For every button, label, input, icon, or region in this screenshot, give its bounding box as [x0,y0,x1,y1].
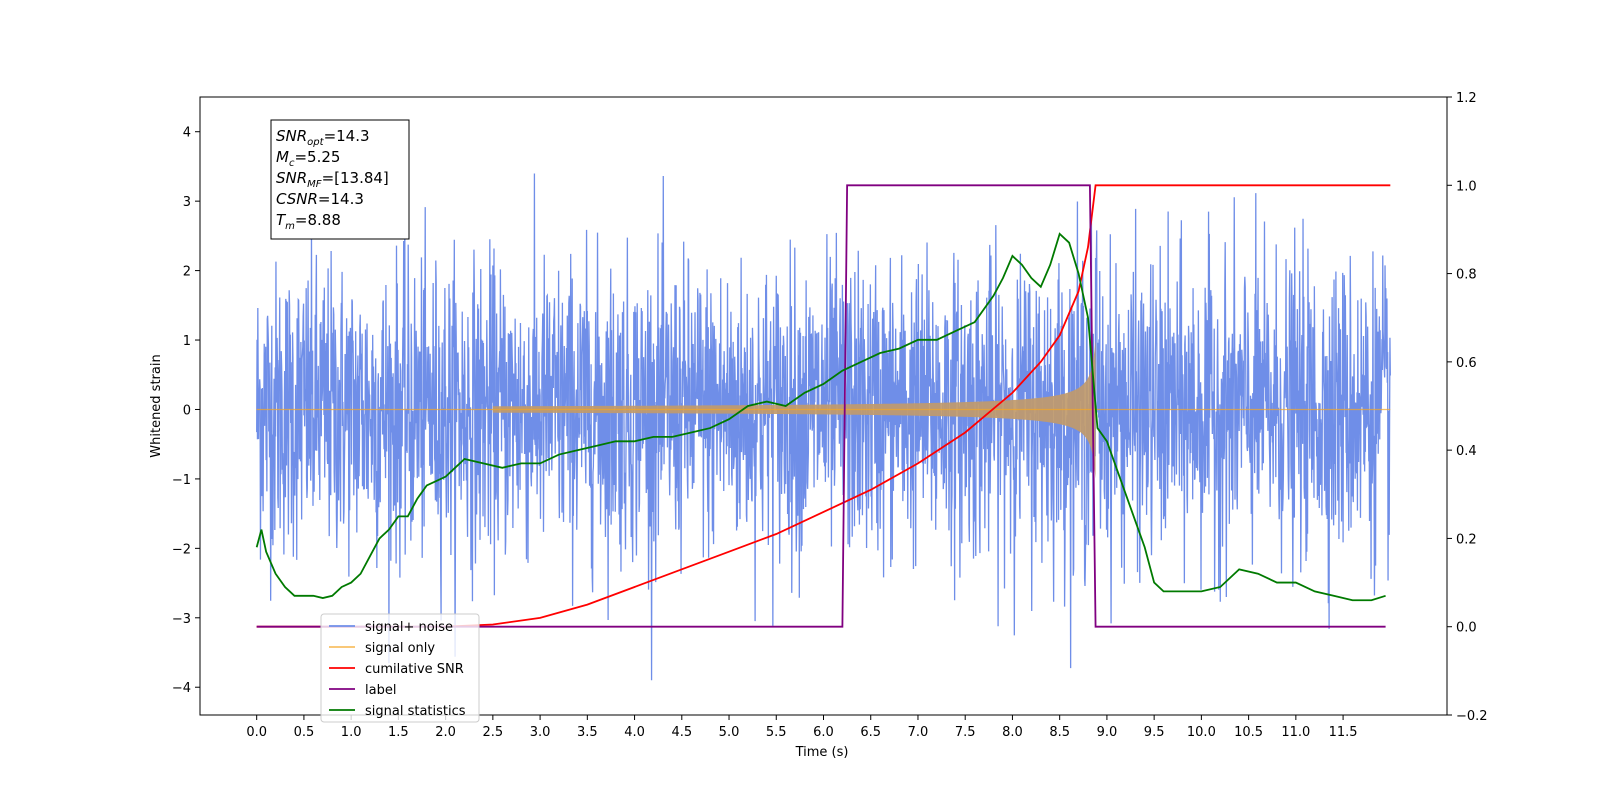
line-series-group [255,184,1391,628]
legend: signal+ noise signal only cumilative SNR la… [320,613,480,723]
signal-plus-noise-line [256,173,1391,681]
signal-only-series [256,340,1391,479]
x-tick-label: 3.5 [577,725,598,740]
y-tick-label: 1 [183,334,191,349]
y2-tick-label: 0.2 [1456,532,1477,547]
annotation-line: SNRMF=[13.84] [276,169,389,190]
y2-tick-label: −0.2 [1456,709,1488,724]
y2-tick-label: 1.2 [1456,91,1477,106]
y2-tick-label: 0.0 [1456,621,1477,636]
y-tick-label: 0 [183,403,191,418]
legend-label: signal+ noise [365,620,453,635]
annotation-line: CSNR=14.3 [276,190,364,208]
legend-label: signal statistics [365,704,466,719]
x-tick-label: 4.0 [624,725,645,740]
legend-label: cumilative SNR [365,662,464,677]
x-tick-label: 6.5 [860,725,881,740]
y2-tick-label: 0.6 [1456,356,1477,371]
y-tick-label: 2 [183,265,191,280]
y2-tick-label: 1.0 [1456,179,1477,194]
y-tick-label: 3 [183,195,191,210]
x-tick-label: 9.0 [1097,725,1118,740]
x-tick-label: 5.0 [719,725,740,740]
y-axis-label: Whitened strain [149,354,164,457]
annotation-line: Mc=5.25 [276,148,340,169]
x-tick-label: 3.0 [530,725,551,740]
signal-plus-noise-series [256,173,1391,681]
x-tick-label: 10.0 [1187,725,1216,740]
x-tick-label: 2.0 [435,725,456,740]
x-tick-label: 6.0 [813,725,834,740]
y-tick-label: −2 [172,542,191,557]
y-axis-right: −0.2 0.0 0.2 0.4 0.6 0.8 1.0 1.2 [1447,91,1488,724]
x-tick-label: 11.0 [1281,725,1310,740]
x-tick-label: 7.5 [955,725,976,740]
x-axis: 0.0 0.5 1.0 1.5 2.0 2.5 3.0 3.5 4.0 4.5 5.0 5.5 6.0 6… [246,715,1358,740]
cumulative-snr-line [256,184,1391,628]
annotation-line: SNRopt=14.3 [276,127,370,148]
x-tick-label: 7.0 [908,725,929,740]
legend-label: signal only [365,641,435,656]
y-tick-label: −3 [172,612,191,627]
y-tick-label: 4 [183,126,191,141]
x-tick-label: 1.5 [388,725,409,740]
signal-statistics-line [255,232,1386,602]
x-tick-label: 4.5 [671,725,692,740]
legend-frame [320,613,480,723]
x-tick-label: 5.5 [766,725,787,740]
x-tick-label: 8.0 [1002,725,1023,740]
y2-tick-label: 0.8 [1456,268,1477,283]
x-tick-label: 1.0 [341,725,362,740]
y-tick-label: −4 [172,681,191,696]
y-tick-label: −1 [172,473,191,488]
x-tick-label: 8.5 [1049,725,1070,740]
x-tick-label: 10.5 [1234,725,1263,740]
annotation-frame [270,119,410,240]
annotation-line: Tm=8.88 [276,211,341,232]
annotation-box: SNRopt=14.3Mc=5.25SNRMF=[13.84]CSNR=14.3… [270,119,410,240]
y-axis-left: −4 −3 −2 −1 0 1 2 3 4 [172,126,200,696]
x-tick-label: 0.0 [246,725,267,740]
y2-tick-label: 0.4 [1456,444,1477,459]
label-line [256,184,1386,628]
x-tick-label: 2.5 [483,725,504,740]
x-tick-label: 0.5 [294,725,315,740]
legend-label: label [365,683,396,698]
x-tick-label: 9.5 [1144,725,1165,740]
x-tick-label: 11.5 [1329,725,1358,740]
x-axis-label: Time (s) [795,745,849,760]
